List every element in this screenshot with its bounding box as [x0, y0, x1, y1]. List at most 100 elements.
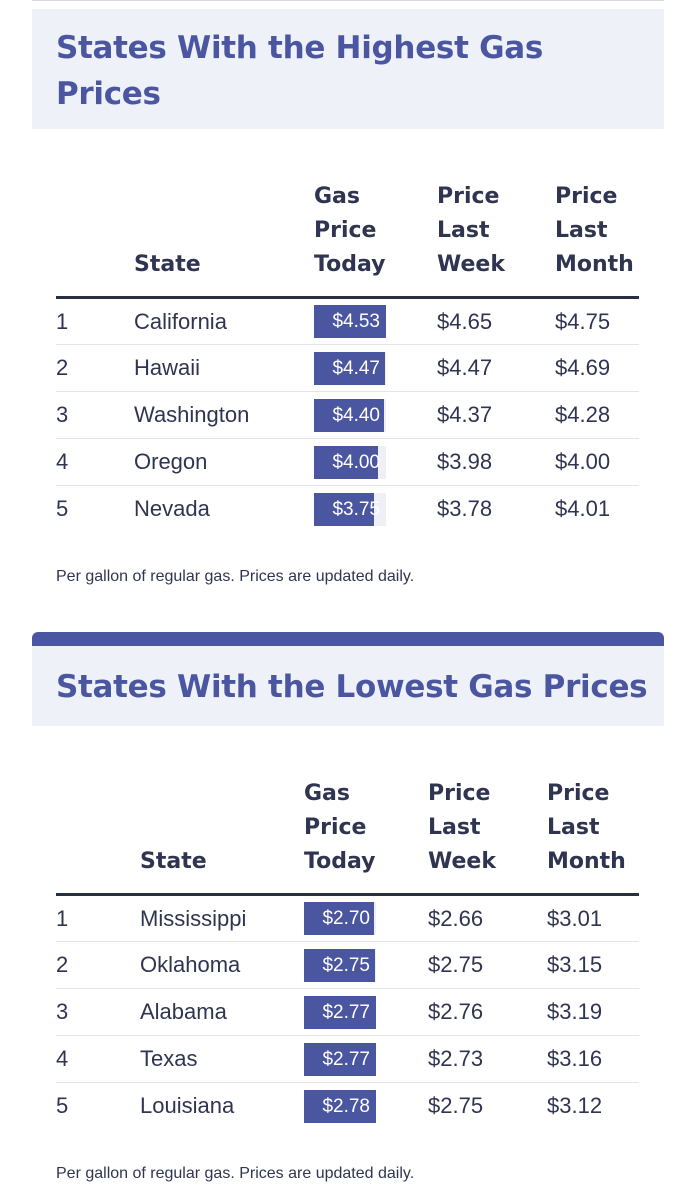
state-cell: California: [134, 297, 314, 345]
month-header: Price Last Month: [547, 777, 639, 896]
month-cell: $3.01: [547, 894, 639, 942]
price-bar-label: $4.53: [332, 311, 380, 332]
price-bar-fill: [314, 492, 374, 526]
state-cell: Alabama: [140, 988, 304, 1036]
state-cell: Mississippi: [140, 894, 304, 942]
highest-title-box: States With the Highest Gas Prices: [32, 9, 664, 129]
month-cell: $3.15: [547, 941, 639, 989]
week-cell: $2.76: [428, 988, 547, 1036]
lowest-table: State Gas Price Today Price Last Week Price L…: [56, 777, 639, 1130]
price-bar-fill: [304, 995, 376, 1029]
price-bar-fill: [304, 1089, 376, 1123]
rank-header: [56, 180, 134, 299]
rank-header: [56, 777, 140, 896]
lowest-header-row: State Gas Price Today Price Last Week Price L…: [56, 777, 639, 896]
week-cell: $4.47: [437, 344, 555, 392]
month-cell: $4.28: [555, 391, 639, 439]
week-cell: $2.75: [428, 1093, 484, 1119]
rank-cell: 4: [56, 1035, 140, 1083]
table-row: 1 California $4.53 $4.65 $4.75: [56, 297, 639, 345]
week-cell: $3.98: [437, 438, 555, 486]
rank-cell: 5: [56, 496, 69, 522]
state-cell: Hawaii: [134, 344, 314, 392]
month-cell: $3.16: [547, 1035, 639, 1083]
price-bar-label: $4.40: [332, 404, 380, 426]
price-bar: $2.77: [304, 1042, 376, 1076]
highest-title: States With the Highest Gas Prices: [32, 25, 664, 117]
price-bar-label: $2.70: [322, 908, 370, 929]
state-header: State: [134, 180, 314, 299]
rank-cell: 4: [56, 438, 134, 486]
state-cell: Oklahoma: [140, 941, 304, 989]
week-header: Price Last Week: [428, 777, 547, 896]
table-row: 3 Washington $4.40 $4.37 $4.28: [56, 391, 639, 439]
table-row: 4 Texas $2.77 $2.73 $3.16: [56, 1035, 639, 1083]
price-bar-label: $2.78: [322, 1095, 370, 1117]
price-bar: $4.47: [314, 351, 386, 385]
price-bar-fill: [314, 351, 386, 385]
price-bar: $2.75: [304, 948, 376, 982]
price-bar: $2.70: [304, 902, 376, 935]
top-edge-divider: [32, 0, 664, 8]
price-bar-label: $4.47: [332, 357, 380, 379]
week-cell: $4.37: [437, 391, 555, 439]
state-cell: Louisiana: [140, 1093, 235, 1119]
price-bar-label: $2.75: [322, 954, 370, 976]
month-cell: $3.19: [547, 988, 639, 1036]
today-header: Gas Price Today: [314, 180, 437, 299]
price-bar-label: $2.77: [322, 1001, 370, 1023]
week-cell: $2.75: [428, 941, 547, 989]
rank-cell: 1: [56, 894, 140, 942]
price-bar: $4.53: [314, 305, 386, 338]
price-bar-fill: [314, 445, 378, 479]
week-cell: $3.78: [437, 496, 493, 522]
highest-footnote: Per gallon of regular gas. Prices are up…: [56, 568, 415, 585]
price-bar: $2.78: [304, 1089, 376, 1123]
price-bar-fill: [304, 1042, 376, 1076]
lowest-title: States With the Lowest Gas Prices: [56, 669, 648, 705]
week-header: Price Last Week: [437, 180, 555, 299]
price-bar: $3.75: [314, 492, 386, 526]
highest-header-row: State Gas Price Today Price Last Week Price L…: [56, 180, 639, 299]
price-bar-label: $2.77: [322, 1048, 370, 1070]
table-row: 5 Nevada $3.75 $3.78 $4.01: [56, 486, 639, 533]
price-bar-fill: [314, 305, 386, 338]
table-row: 2 Oklahoma $2.75 $2.75 $3.15: [56, 941, 639, 989]
table-row: 5 Louisiana $2.78 $2.75 $3.12: [56, 1083, 639, 1130]
table-row: 1 Mississippi $2.70 $2.66 $3.01: [56, 894, 639, 942]
price-bar-label: $3.75: [332, 498, 380, 520]
lowest-title-box: States With the Lowest Gas Prices: [32, 646, 664, 726]
highest-table: State Gas Price Today Price Last Week Price L…: [56, 180, 639, 533]
state-cell: Oregon: [134, 438, 314, 486]
state-cell: Washington: [134, 391, 314, 439]
week-cell: $2.66: [428, 894, 547, 942]
lowest-accent-bar: [32, 632, 664, 646]
highest-title-line1: States With the Highest Gas: [56, 30, 543, 66]
price-bar: $4.40: [314, 398, 386, 432]
month-cell: $4.00: [555, 438, 639, 486]
week-cell: $4.65: [437, 297, 555, 345]
month-header: Price Last Month: [555, 180, 639, 299]
price-bar-label: $4.00: [332, 451, 380, 473]
month-cell: $3.12: [547, 1093, 603, 1119]
rank-cell: 2: [56, 941, 140, 989]
rank-cell: 2: [56, 344, 134, 392]
table-row: 3 Alabama $2.77 $2.76 $3.19: [56, 988, 639, 1036]
price-bar: $4.00: [314, 445, 386, 479]
today-header: Gas Price Today: [304, 777, 428, 896]
month-cell: $4.69: [555, 344, 639, 392]
highest-title-line2: Prices: [56, 76, 161, 112]
lowest-footnote: Per gallon of regular gas. Prices are up…: [56, 1165, 415, 1182]
price-bar-fill: [304, 902, 374, 935]
month-cell: $4.01: [555, 496, 611, 522]
price-bar: $2.77: [304, 995, 376, 1029]
rank-cell: 3: [56, 988, 140, 1036]
price-bar-fill: [304, 948, 376, 982]
rank-cell: 1: [56, 297, 134, 345]
table-row: 2 Hawaii $4.47 $4.47 $4.69: [56, 344, 639, 392]
price-bar-fill: [314, 398, 384, 432]
state-header: State: [140, 777, 304, 896]
month-cell: $4.75: [555, 297, 639, 345]
rank-cell: 3: [56, 391, 134, 439]
rank-cell: 5: [56, 1093, 69, 1119]
